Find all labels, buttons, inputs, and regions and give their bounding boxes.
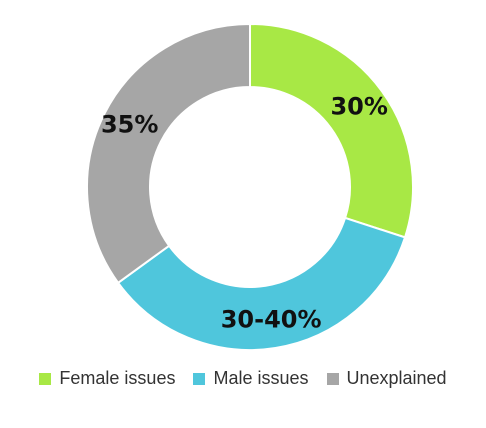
legend-item-unexplained: Unexplained xyxy=(326,368,447,389)
legend-item-female: Female issues xyxy=(39,368,175,389)
legend-label-female: Female issues xyxy=(59,368,176,388)
slice-label-female: 30% xyxy=(330,93,387,121)
legend-swatch-female xyxy=(39,372,52,385)
slice-unexplained xyxy=(86,22,251,285)
slice-female xyxy=(249,22,414,239)
legend-label-unexplained: Unexplained xyxy=(346,368,447,388)
legend-swatch-unexplained xyxy=(326,372,339,385)
legend-label-male: Male issues xyxy=(213,368,309,388)
legend-swatch-male xyxy=(193,372,206,385)
slice-label-male: 30-40% xyxy=(221,305,322,333)
legend-item-male: Male issues xyxy=(193,368,309,389)
slice-male xyxy=(116,216,407,351)
slice-label-unexplained: 35% xyxy=(101,111,158,139)
legend: Female issues Male issues Unexplained xyxy=(0,368,486,389)
